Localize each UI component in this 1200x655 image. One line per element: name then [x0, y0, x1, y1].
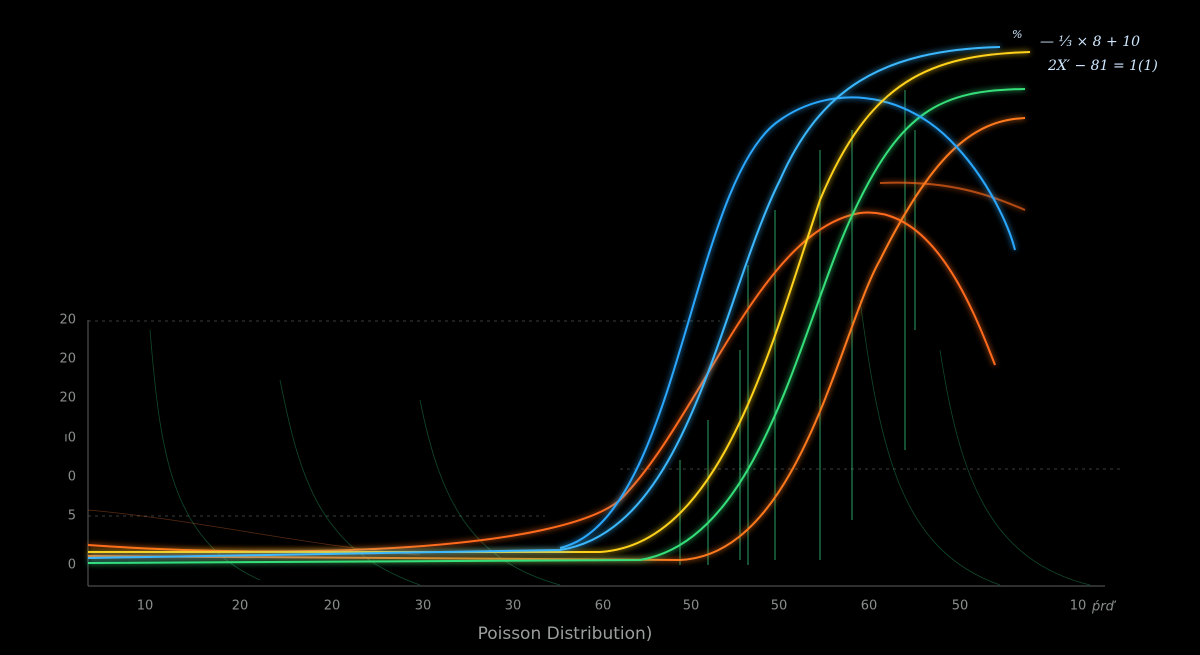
formula: % — ⅓ × 8 + 10 2X′ − 81 = 1(1): [1012, 28, 1158, 74]
x-tick-label: 30: [505, 599, 522, 614]
y-tick-label: 20: [59, 352, 76, 367]
x-tick-label: 20: [324, 599, 341, 614]
y-tick-label: 5: [68, 509, 76, 524]
strand: [279, 379, 421, 586]
curve: [87, 46, 1001, 559]
formula-line: — ⅓ × 8 + 10: [1040, 34, 1140, 50]
x-axis-unit: ṕrď: [1091, 600, 1117, 615]
y-axis-labels: 20 20 20 ı0 0 5 0: [59, 313, 76, 573]
formula-line: 2X′ − 81 = 1(1): [1047, 58, 1158, 74]
x-tick-label: 60: [861, 599, 878, 614]
x-tick-label: 30: [415, 599, 432, 614]
strand: [87, 509, 421, 556]
y-tick-label: 20: [59, 391, 76, 406]
strand: [859, 299, 1001, 586]
y-tick-label: 0: [68, 558, 76, 573]
x-tick-label: 20: [232, 599, 249, 614]
curve: [87, 211, 996, 553]
y-tick-label: 0: [68, 470, 76, 485]
y-tick-label: ı0: [64, 431, 76, 446]
strand: [939, 349, 1091, 586]
curve: [879, 181, 1026, 211]
background-strands: [87, 90, 1091, 586]
x-axis-labels: 10 20 20 30 30 60 50 50 60 50 10 ṕrď: [137, 599, 1117, 615]
formula-line: %: [1012, 28, 1022, 41]
curve: [88, 51, 1031, 553]
curve: [87, 117, 1026, 562]
chart-title: Poisson Distribution): [478, 624, 653, 644]
spikes: [679, 90, 916, 565]
curves: [87, 46, 1031, 567]
x-tick-label: 50: [683, 599, 700, 614]
curve: [559, 96, 1016, 549]
dashed-guides: [88, 320, 1120, 517]
strand: [419, 399, 561, 586]
curve: [87, 88, 1026, 564]
x-tick-label: 50: [952, 599, 969, 614]
y-tick-label: 20: [59, 313, 76, 328]
x-tick-label: 60: [595, 599, 612, 614]
x-tick-label: 50: [771, 599, 788, 614]
x-tick-label: 10: [1070, 599, 1087, 614]
x-tick-label: 10: [137, 599, 154, 614]
axes: [87, 320, 1105, 587]
